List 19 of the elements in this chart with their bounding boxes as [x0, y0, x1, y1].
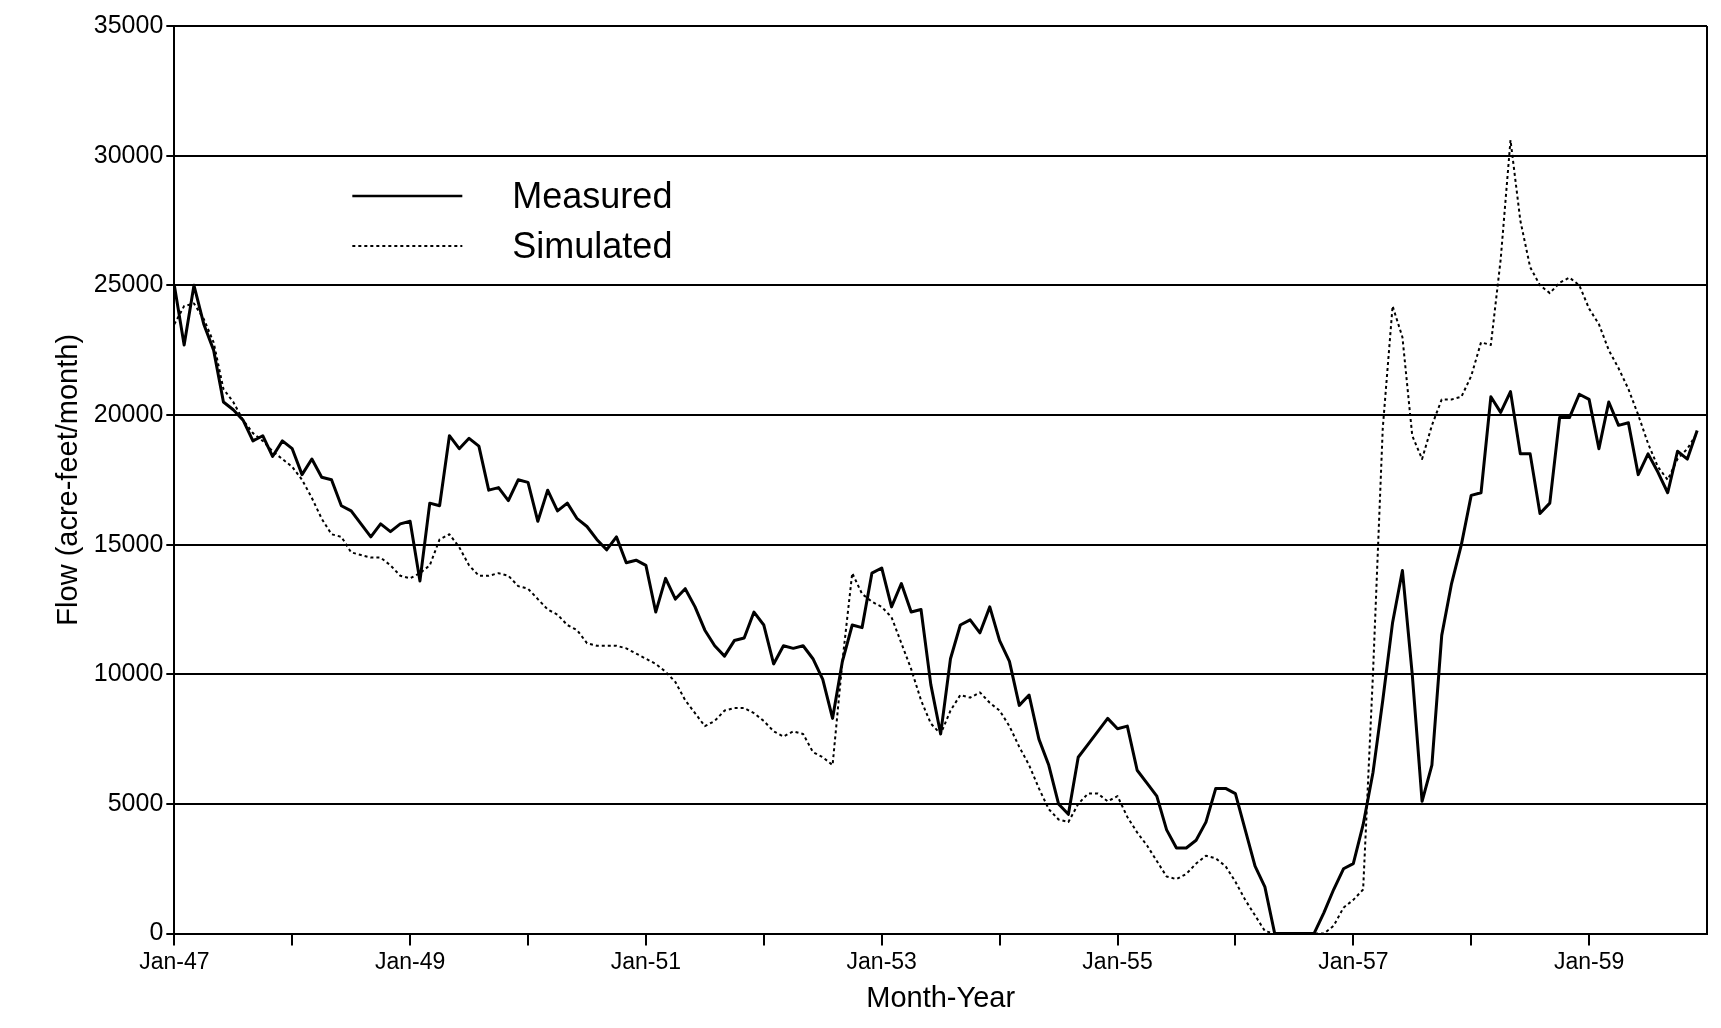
- y-tick-label: 25000: [93, 269, 164, 298]
- y-tick-label: 35000: [93, 9, 164, 38]
- y-tick-label: 10000: [93, 658, 164, 687]
- x-tick-label: Jan-51: [610, 947, 682, 974]
- legend-label: Measured: [512, 174, 673, 216]
- x-tick-label: Jan-57: [1318, 947, 1389, 974]
- y-tick-label: 20000: [93, 398, 164, 427]
- y-tick-label: 0: [149, 917, 164, 946]
- y-axis-title: Flow (acre-feet/month): [51, 333, 84, 626]
- x-axis-title: Month-Year: [866, 980, 1016, 1013]
- x-tick-label: Jan-47: [139, 947, 210, 974]
- x-tick-label: Jan-55: [1082, 947, 1153, 974]
- x-tick-label: Jan-53: [846, 947, 917, 974]
- legend-label: Simulated: [512, 224, 673, 266]
- x-tick-label: Jan-49: [374, 947, 446, 974]
- y-tick-label: 30000: [93, 139, 164, 168]
- y-tick-label: 15000: [93, 528, 164, 557]
- y-tick-label: 5000: [107, 787, 164, 816]
- x-tick-label: Jan-59: [1553, 947, 1625, 974]
